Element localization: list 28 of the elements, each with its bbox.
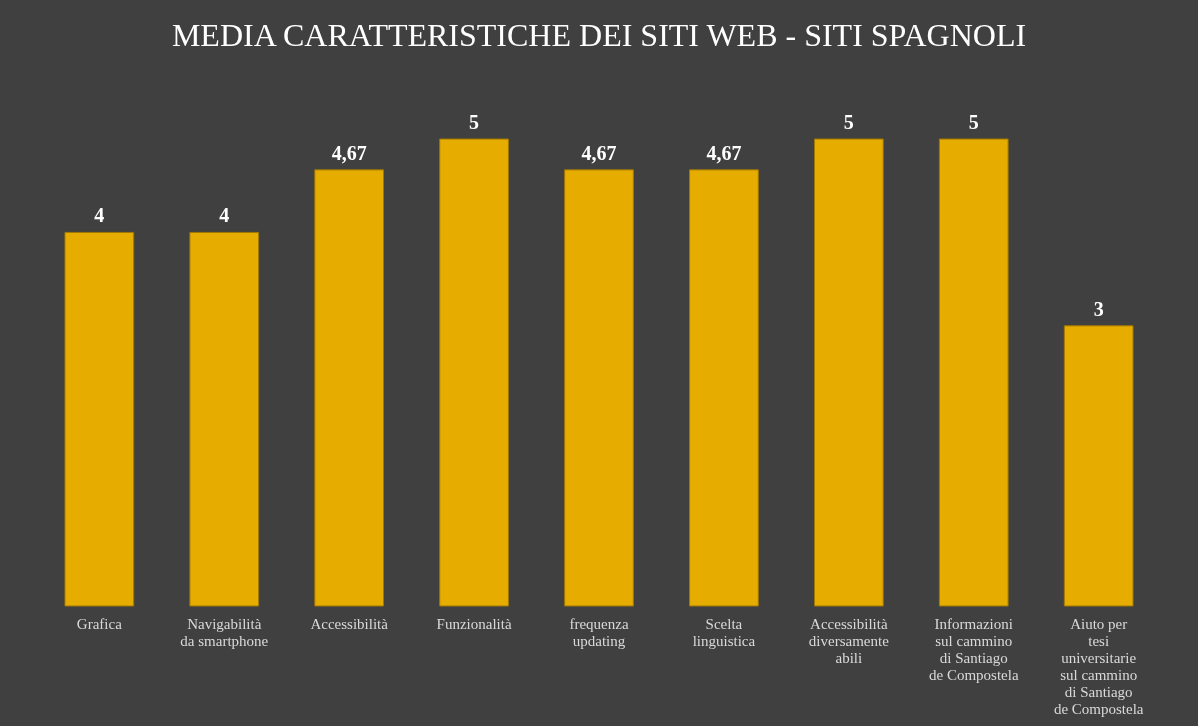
chart-title: MEDIA CARATTERISTICHE DEI SITI WEB - SITI SPAGNOLI [171,17,1027,53]
x-tick-label: Aiuto per tesi universitarie sul cammino di Santiago de Compostela [1053,615,1144,717]
x-tick-label: Navigabilità da smartphone [180,615,269,649]
data-label: 5 [469,111,480,134]
x-tick-label: Funzionalità [436,615,512,632]
x-tick-label: frequenza updating [569,615,629,649]
bar [64,231,135,607]
x-tick-label: Accessibilità diversamente abili [808,615,890,666]
data-label: 3 [1093,297,1104,320]
bar [689,169,759,607]
x-tick-label: Grafica [76,615,123,632]
data-label: 4,67 [581,141,617,164]
x-tick-label: Scelta linguistica [692,615,756,649]
data-label: 4 [94,204,105,227]
bar [314,169,385,607]
bar [439,138,509,607]
x-tick-label: Informazioni sul cammino di Santiago de Compostela [928,615,1019,683]
data-label: 5 [968,111,979,134]
x-tick-label: Accessibilità [310,615,389,632]
bar [813,138,884,607]
data-label: 5 [843,111,854,134]
data-label: 4 [219,204,230,227]
data-label: 4,67 [331,141,367,164]
bar [1063,325,1134,607]
bar [564,169,634,607]
bar [189,231,260,607]
data-label: 4,67 [706,141,742,164]
bar [938,138,1009,607]
